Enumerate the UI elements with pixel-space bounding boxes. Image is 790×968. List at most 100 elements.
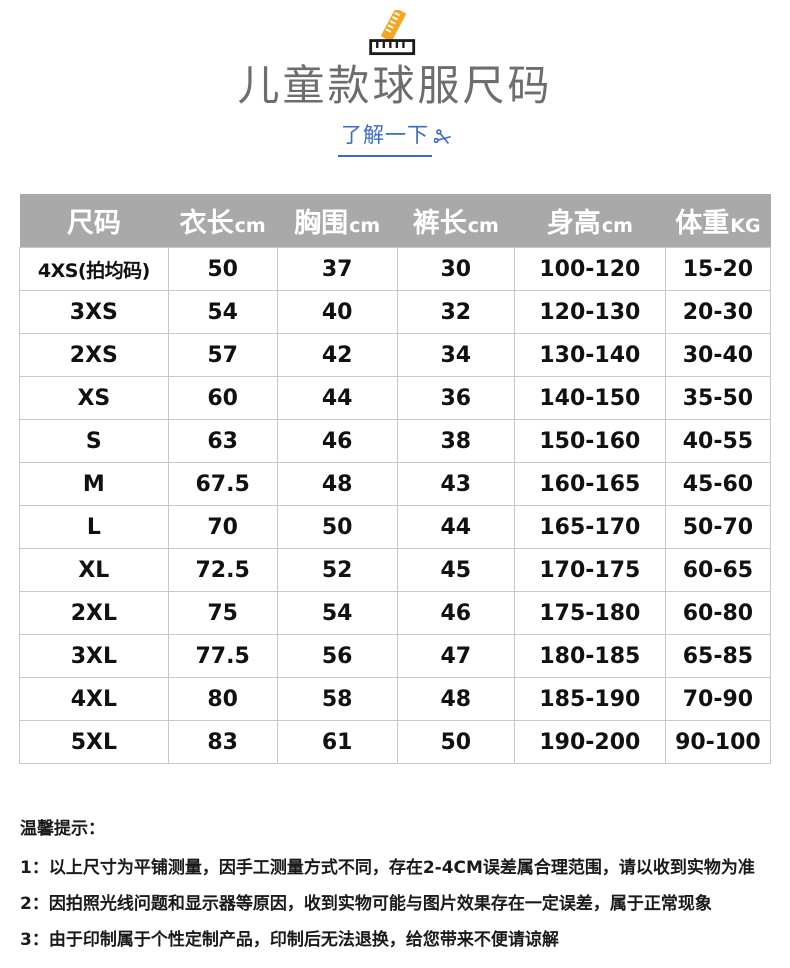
- size-cell: 3XL: [19, 634, 169, 679]
- value-cell: 80: [167, 677, 278, 722]
- value-cell: 50: [167, 247, 278, 292]
- value-cell: 60-65: [664, 548, 772, 593]
- size-cell: L: [19, 505, 169, 550]
- column-header-3: 裤长cm: [397, 194, 515, 248]
- value-cell: 165-170: [513, 505, 666, 550]
- value-cell: 63: [167, 419, 278, 464]
- table-row: 5XL 83 61 50 190-200 90-100: [19, 720, 772, 765]
- table-row: XL 72.5 52 45 170-175 60-65: [19, 548, 772, 593]
- value-cell: 72.5: [167, 548, 278, 593]
- value-cell: 67.5: [167, 462, 278, 507]
- value-cell: 45: [396, 548, 515, 593]
- note-line: 2：因拍照光线问题和显示器等原因，收到实物可能与图片效果存在一定误差，属于正常现…: [20, 894, 712, 915]
- value-cell: 42: [276, 333, 398, 378]
- value-cell: 170-175: [513, 548, 666, 593]
- value-cell: 61: [276, 720, 398, 765]
- value-cell: 70-90: [664, 677, 772, 722]
- value-cell: 77.5: [167, 634, 278, 679]
- value-cell: 30: [396, 247, 515, 292]
- value-cell: 45-60: [664, 462, 772, 507]
- value-cell: 38: [396, 419, 515, 464]
- note-line: 3：由于印制属于个性定制产品，印制后无法退换，给您带来不便请谅解: [20, 930, 559, 951]
- size-cell: XS: [19, 376, 169, 421]
- value-cell: 35-50: [664, 376, 772, 421]
- value-cell: 75: [167, 591, 278, 636]
- value-cell: 130-140: [513, 333, 666, 378]
- scissors-icon: [433, 129, 452, 147]
- value-cell: 185-190: [513, 677, 666, 722]
- value-cell: 140-150: [513, 376, 666, 421]
- value-cell: 58: [276, 677, 398, 722]
- size-cell: 5XL: [19, 720, 169, 765]
- size-cell: S: [19, 419, 169, 464]
- value-cell: 20-30: [664, 290, 772, 335]
- learn-more-label[interactable]: 了解一下: [338, 119, 432, 158]
- value-cell: 50-70: [664, 505, 772, 550]
- learn-more-link[interactable]: 了解一下: [338, 119, 452, 158]
- value-cell: 36: [396, 376, 515, 421]
- column-header-2: 胸围cm: [277, 194, 398, 248]
- value-cell: 70: [167, 505, 278, 550]
- table-row: 4XL 80 58 48 185-190 70-90: [19, 677, 772, 722]
- size-cell: M: [19, 462, 169, 507]
- column-header-5: 体重KG: [665, 194, 771, 248]
- page-title: 儿童款球服尺码: [237, 61, 553, 110]
- value-cell: 48: [276, 462, 398, 507]
- value-cell: 48: [396, 677, 515, 722]
- size-table-body: 4XS(拍均码) 50 37 30 100-120 15-20 3XS 54 40 32 120-1…: [19, 247, 772, 765]
- table-row: 4XS(拍均码) 50 37 30 100-120 15-20: [19, 247, 772, 292]
- value-cell: 40-55: [664, 419, 772, 464]
- value-cell: 15-20: [664, 247, 772, 292]
- table-row: XS 60 44 36 140-150 35-50: [19, 376, 772, 421]
- value-cell: 100-120: [513, 247, 666, 292]
- value-cell: 54: [276, 591, 398, 636]
- value-cell: 37: [276, 247, 398, 292]
- size-cell: 3XS: [19, 290, 169, 335]
- table-row: 2XS 57 42 34 130-140 30-40: [19, 333, 772, 378]
- table-row: 3XL 77.5 56 47 180-185 65-85: [19, 634, 772, 679]
- value-cell: 83: [167, 720, 278, 765]
- value-cell: 57: [167, 333, 278, 378]
- size-table: 尺码 衣长cm 胸围cm 裤长cm 身高cm 体重KG 4XS(拍均码) 50 37 30 100…: [19, 194, 772, 765]
- size-cell: 2XL: [19, 591, 169, 636]
- size-cell: 4XL: [19, 677, 169, 722]
- size-cell: 4XS(拍均码): [19, 247, 169, 292]
- value-cell: 65-85: [664, 634, 772, 679]
- value-cell: 54: [167, 290, 278, 335]
- value-cell: 60-80: [664, 591, 772, 636]
- value-cell: 46: [276, 419, 398, 464]
- value-cell: 60: [167, 376, 278, 421]
- value-cell: 50: [276, 505, 398, 550]
- value-cell: 43: [396, 462, 515, 507]
- value-cell: 52: [276, 548, 398, 593]
- value-cell: 30-40: [664, 333, 772, 378]
- value-cell: 90-100: [664, 720, 772, 765]
- table-row: L 70 50 44 165-170 50-70: [19, 505, 772, 550]
- value-cell: 190-200: [513, 720, 666, 765]
- value-cell: 160-165: [513, 462, 666, 507]
- value-cell: 40: [276, 290, 398, 335]
- table-row: 3XS 54 40 32 120-130 20-30: [19, 290, 772, 335]
- value-cell: 50: [396, 720, 515, 765]
- table-row: M 67.5 48 43 160-165 45-60: [19, 462, 772, 507]
- notes-title: 温馨提示：: [20, 819, 105, 840]
- value-cell: 44: [396, 505, 515, 550]
- column-header-4: 身高cm: [514, 194, 666, 248]
- value-cell: 180-185: [513, 634, 666, 679]
- value-cell: 44: [276, 376, 398, 421]
- value-cell: 120-130: [513, 290, 666, 335]
- column-header-0: 尺码: [19, 194, 169, 248]
- ruler-icon: [0, 8, 790, 58]
- table-row: 2XL 75 54 46 175-180 60-80: [19, 591, 772, 636]
- notes-list: 1：以上尺寸为平铺测量，因手工测量方式不同，存在2-4CM误差属合理范围，请以收…: [20, 850, 790, 958]
- table-row: S 63 46 38 150-160 40-55: [19, 419, 772, 464]
- note-line: 1：以上尺寸为平铺测量，因手工测量方式不同，存在2-4CM误差属合理范围，请以收…: [20, 858, 755, 879]
- column-header-1: 衣长cm: [168, 194, 278, 248]
- page-header: 儿童款球服尺码 了解一下: [0, 0, 790, 158]
- value-cell: 47: [396, 634, 515, 679]
- notes-section: 温馨提示： 1：以上尺寸为平铺测量，因手工测量方式不同，存在2-4CM误差属合理…: [20, 818, 790, 958]
- size-cell: XL: [19, 548, 169, 593]
- value-cell: 56: [276, 634, 398, 679]
- value-cell: 34: [396, 333, 515, 378]
